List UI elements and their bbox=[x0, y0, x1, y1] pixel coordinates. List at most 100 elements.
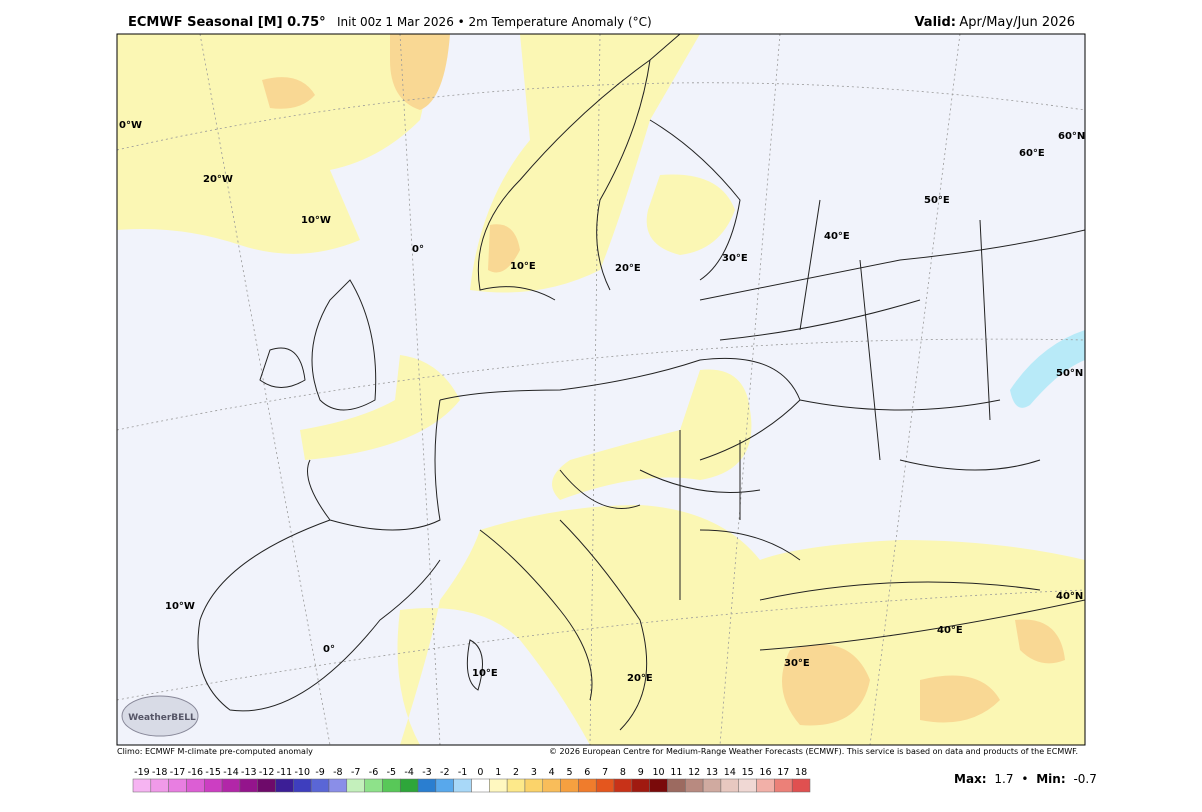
graticule bbox=[117, 34, 1085, 745]
anomaly-area bbox=[488, 224, 520, 273]
colorbar-tick-label: 6 bbox=[584, 767, 590, 778]
colorbar-cell bbox=[471, 778, 490, 793]
anomaly-area bbox=[552, 369, 752, 500]
colorbar-tick-label: -12 bbox=[259, 767, 275, 778]
colorbar-tick-label: 11 bbox=[670, 767, 682, 778]
colorbar-cell bbox=[560, 778, 579, 793]
graticule-label: 10°W bbox=[165, 601, 195, 612]
colorbar-tick-label: -3 bbox=[422, 767, 431, 778]
colorbar-cell bbox=[364, 778, 383, 793]
colorbar-tick-label: -10 bbox=[294, 767, 310, 778]
colorbar-cell bbox=[542, 778, 561, 793]
colorbar-tick-label: -17 bbox=[170, 767, 186, 778]
colorbar-tick-label: -4 bbox=[404, 767, 413, 778]
anomaly-area bbox=[1015, 619, 1065, 664]
map-frame bbox=[116, 33, 1086, 746]
colorbar-tick-label: -8 bbox=[333, 767, 342, 778]
title: ECMWF Seasonal [M] 0.75° bbox=[128, 15, 326, 30]
logo: WeatherBELL bbox=[128, 713, 196, 723]
colorbar-cell bbox=[506, 778, 526, 793]
colorbar-cell bbox=[399, 778, 419, 793]
colorbar-tick-label: 10 bbox=[653, 767, 665, 778]
colorbar-cell bbox=[221, 778, 241, 793]
colorbar-cell bbox=[204, 778, 223, 793]
colorbar-cell bbox=[720, 778, 739, 793]
min-label: Min: bbox=[1036, 772, 1065, 786]
graticule-label: 0°W bbox=[119, 120, 142, 131]
colorbar-tick-label: -15 bbox=[205, 767, 221, 778]
colorbar-tick-label: 0 bbox=[477, 767, 483, 778]
anomaly-area bbox=[262, 77, 315, 109]
colorbar-tick-label: 5 bbox=[566, 767, 572, 778]
colorbar-tick-label: 18 bbox=[795, 767, 807, 778]
colorbar-cell bbox=[346, 778, 365, 793]
map: 0°W 20°W 10°W 0° 10°E 20°E 30°E 40°E 50°E 60°E 60°… bbox=[116, 33, 1086, 746]
colorbar-tick-label: 7 bbox=[602, 767, 608, 778]
graticule-label: 40°E bbox=[824, 231, 850, 242]
anomaly-area bbox=[920, 675, 1000, 723]
graticule-label: 20°E bbox=[615, 263, 641, 274]
separator: • bbox=[1021, 772, 1028, 786]
logo-badge bbox=[121, 695, 199, 737]
colorbar-cell bbox=[613, 778, 633, 793]
colorbar-cell bbox=[685, 778, 704, 793]
max-value: 1.7 bbox=[994, 772, 1013, 786]
colorbar-tick-label: 16 bbox=[759, 767, 771, 778]
colorbar-tick-label: -2 bbox=[440, 767, 449, 778]
graticule-label: 60°N bbox=[1058, 131, 1085, 142]
anomaly-area bbox=[782, 644, 870, 726]
colorbar-cell bbox=[257, 778, 276, 793]
anomaly-area bbox=[117, 34, 440, 254]
colorbar-cell bbox=[595, 778, 615, 793]
colorbar-cell bbox=[667, 778, 686, 793]
footer-right: © 2026 European Centre for Medium-Range … bbox=[549, 747, 1078, 756]
colorbar-tick-label: 3 bbox=[531, 767, 537, 778]
colorbar-cell bbox=[186, 778, 205, 793]
colorbar-cell bbox=[524, 778, 544, 793]
graticule-label: 60°E bbox=[1019, 148, 1045, 159]
colorbar-cell bbox=[310, 778, 330, 793]
graticule-label: 50°E bbox=[924, 195, 950, 206]
colorbar-tick-label: -16 bbox=[188, 767, 204, 778]
graticule-label: 0° bbox=[323, 644, 335, 655]
valid-value: Apr/May/Jun 2026 bbox=[959, 15, 1075, 30]
graticule-label: 30°E bbox=[784, 658, 810, 669]
colorbar-cell bbox=[328, 778, 348, 793]
colorbar-tick-label: 14 bbox=[724, 767, 736, 778]
colorbar-tick-label: -13 bbox=[241, 767, 257, 778]
stats: Max: 1.7 • Min: -0.7 bbox=[954, 772, 1097, 786]
colorbar-tick-label: -14 bbox=[223, 767, 239, 778]
colorbar-tick-label: 9 bbox=[638, 767, 644, 778]
colorbar-tick-label: 4 bbox=[549, 767, 555, 778]
anomaly-area bbox=[1010, 330, 1085, 408]
graticule-label: 50°N bbox=[1056, 368, 1083, 379]
graticule-label: 40°E bbox=[937, 625, 963, 636]
colorbar-tick-label: 15 bbox=[742, 767, 754, 778]
colorbar-cell bbox=[578, 778, 597, 793]
graticule-label: 10°E bbox=[472, 668, 498, 679]
colorbar-tick-label: 13 bbox=[706, 767, 718, 778]
graticule-label: 20°W bbox=[203, 174, 233, 185]
valid-label: Valid: bbox=[914, 15, 956, 30]
colorbar-cell bbox=[453, 778, 472, 793]
anomaly-area bbox=[397, 505, 1085, 745]
colorbar-cell bbox=[702, 778, 722, 793]
anomaly-area bbox=[300, 355, 460, 460]
colorbar-tick-label: -5 bbox=[387, 767, 396, 778]
colorbar-cell bbox=[132, 778, 152, 793]
colorbar-cell bbox=[275, 778, 294, 793]
colorbar-cell bbox=[631, 778, 650, 793]
anomaly-area bbox=[646, 174, 735, 255]
colorbar-tick-label: -11 bbox=[277, 767, 293, 778]
max-label: Max: bbox=[954, 772, 987, 786]
graticule-label: 10°W bbox=[301, 215, 331, 226]
coastline bbox=[197, 34, 1085, 731]
colorbar-cell bbox=[293, 778, 312, 793]
graticule-label: 10°E bbox=[510, 261, 536, 272]
colorbar-cell bbox=[382, 778, 401, 793]
colorbar-tick-label: 12 bbox=[688, 767, 700, 778]
graticule-label: 0° bbox=[412, 244, 424, 255]
country-border bbox=[559, 199, 1085, 600]
colorbar-cell bbox=[150, 778, 169, 793]
